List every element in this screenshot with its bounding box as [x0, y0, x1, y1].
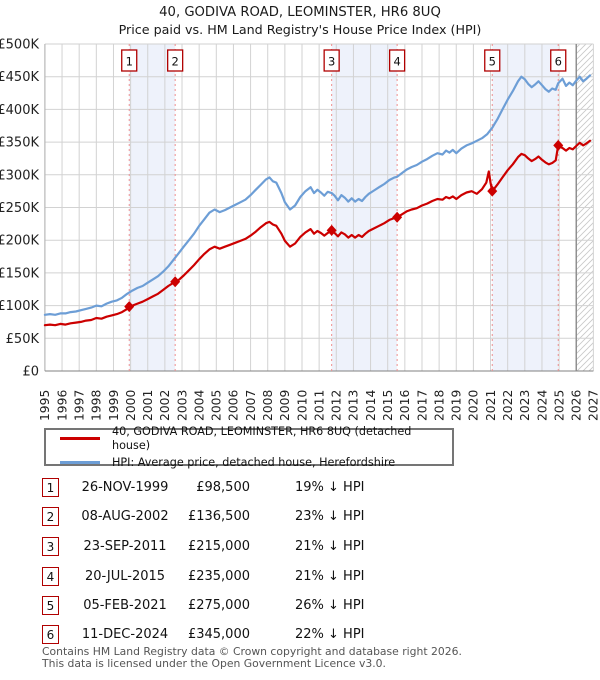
sale-row: 4 20-JUL-2015 £235,000 21% ↓ HPI — [0, 567, 600, 589]
svg-text:2020: 2020 — [467, 390, 481, 421]
svg-text:1: 1 — [126, 55, 133, 69]
svg-text:2019: 2019 — [450, 390, 464, 421]
sale-number-badge: 6 — [42, 625, 59, 644]
svg-text:£500K: £500K — [0, 38, 39, 53]
sale-price: £136,500 — [187, 509, 250, 524]
svg-text:£450K: £450K — [0, 70, 39, 85]
sale-number-badge: 5 — [42, 596, 59, 615]
svg-text:2016: 2016 — [398, 390, 412, 421]
sale-row: 2 08-AUG-2002 £136,500 23% ↓ HPI — [0, 507, 600, 529]
svg-text:2015: 2015 — [381, 390, 395, 421]
svg-text:2003: 2003 — [175, 390, 189, 421]
svg-text:2013: 2013 — [347, 390, 361, 421]
sale-vs-hpi: 19% ↓ HPI — [295, 480, 365, 495]
sale-row: 5 05-FEB-2021 £275,000 26% ↓ HPI — [0, 596, 600, 618]
svg-text:£50K: £50K — [6, 332, 40, 347]
svg-text:£400K: £400K — [0, 103, 39, 118]
svg-text:£250K: £250K — [0, 201, 39, 216]
svg-text:2004: 2004 — [192, 390, 206, 421]
legend-item-property: 40, GODIVA ROAD, LEOMINSTER, HR6 8UQ (de… — [52, 425, 446, 453]
svg-text:6: 6 — [555, 55, 562, 69]
svg-text:2021: 2021 — [484, 390, 498, 421]
svg-text:2007: 2007 — [244, 390, 258, 421]
sale-number-badge: 3 — [42, 537, 59, 556]
svg-text:1999: 1999 — [107, 390, 121, 421]
svg-text:2009: 2009 — [278, 390, 292, 421]
svg-text:2026: 2026 — [570, 390, 584, 421]
svg-text:2018: 2018 — [432, 390, 446, 421]
svg-text:2001: 2001 — [141, 390, 155, 421]
svg-text:1996: 1996 — [55, 390, 69, 421]
sale-price: £345,000 — [187, 627, 250, 642]
sale-row: 3 23-SEP-2011 £215,000 21% ↓ HPI — [0, 537, 600, 559]
svg-text:£200K: £200K — [0, 234, 39, 249]
svg-text:2005: 2005 — [210, 390, 224, 421]
svg-text:5: 5 — [489, 55, 496, 69]
footer-line-2: This data is licensed under the Open Gov… — [42, 657, 386, 671]
sale-number-badge: 1 — [42, 478, 59, 497]
sale-row: 6 11-DEC-2024 £345,000 22% ↓ HPI — [0, 625, 600, 647]
svg-text:£350K: £350K — [0, 136, 39, 151]
svg-text:2008: 2008 — [261, 390, 275, 421]
svg-text:1997: 1997 — [72, 390, 86, 421]
svg-text:£0: £0 — [22, 365, 39, 380]
sale-vs-hpi: 21% ↓ HPI — [295, 539, 365, 554]
sale-date: 05-FEB-2021 — [83, 598, 167, 613]
page-subtitle: Price paid vs. HM Land Registry's House … — [118, 22, 482, 37]
svg-text:2012: 2012 — [330, 390, 344, 421]
svg-text:2002: 2002 — [158, 390, 172, 421]
legend-label: HPI: Average price, detached house, Here… — [112, 455, 396, 469]
svg-text:2010: 2010 — [295, 390, 309, 421]
svg-text:2011: 2011 — [312, 390, 326, 421]
svg-text:2017: 2017 — [415, 390, 429, 421]
svg-text:2006: 2006 — [227, 390, 241, 421]
svg-text:2: 2 — [171, 55, 178, 69]
property-line-swatch — [60, 437, 100, 440]
svg-text:2027: 2027 — [587, 390, 600, 421]
sale-row: 1 26-NOV-1999 £98,500 19% ↓ HPI — [0, 478, 600, 500]
sale-date: 11-DEC-2024 — [81, 627, 169, 642]
sale-price: £98,500 — [196, 480, 250, 495]
license-footer: Contains HM Land Registry data © Crown c… — [42, 645, 462, 671]
svg-text:£150K: £150K — [0, 266, 39, 281]
sale-price: £275,000 — [187, 598, 250, 613]
svg-text:2014: 2014 — [364, 390, 378, 421]
sale-vs-hpi: 23% ↓ HPI — [295, 509, 365, 524]
svg-text:3: 3 — [328, 55, 335, 69]
svg-text:2025: 2025 — [552, 390, 566, 421]
svg-text:4: 4 — [393, 55, 400, 69]
legend-item-hpi: HPI: Average price, detached house, Here… — [52, 456, 446, 470]
sale-vs-hpi: 21% ↓ HPI — [295, 569, 365, 584]
sale-date: 23-SEP-2011 — [83, 539, 167, 554]
sale-vs-hpi: 26% ↓ HPI — [295, 598, 365, 613]
page-title: 40, GODIVA ROAD, LEOMINSTER, HR6 8UQ — [159, 5, 441, 20]
sale-number-badge: 2 — [42, 507, 59, 526]
legend-label: 40, GODIVA ROAD, LEOMINSTER, HR6 8UQ (de… — [112, 424, 412, 452]
sale-vs-hpi: 22% ↓ HPI — [295, 627, 365, 642]
svg-text:2022: 2022 — [501, 390, 515, 421]
svg-text:2023: 2023 — [518, 390, 532, 421]
chart-legend: 40, GODIVA ROAD, LEOMINSTER, HR6 8UQ (de… — [44, 425, 454, 469]
sale-date: 08-AUG-2002 — [81, 509, 169, 524]
svg-text:£100K: £100K — [0, 299, 39, 314]
sale-date: 26-NOV-1999 — [81, 480, 169, 495]
sale-number-badge: 4 — [42, 567, 59, 586]
sale-date: 20-JUL-2015 — [84, 569, 166, 584]
sale-price: £235,000 — [187, 569, 250, 584]
svg-text:2024: 2024 — [535, 390, 549, 421]
footer-line-1: Contains HM Land Registry data © Crown c… — [42, 645, 462, 658]
svg-text:2000: 2000 — [124, 390, 138, 421]
hpi-line-swatch — [60, 461, 100, 464]
sale-price: £215,000 — [187, 539, 250, 554]
svg-text:1995: 1995 — [38, 390, 52, 421]
svg-text:1998: 1998 — [90, 390, 104, 421]
svg-text:£300K: £300K — [0, 168, 39, 183]
